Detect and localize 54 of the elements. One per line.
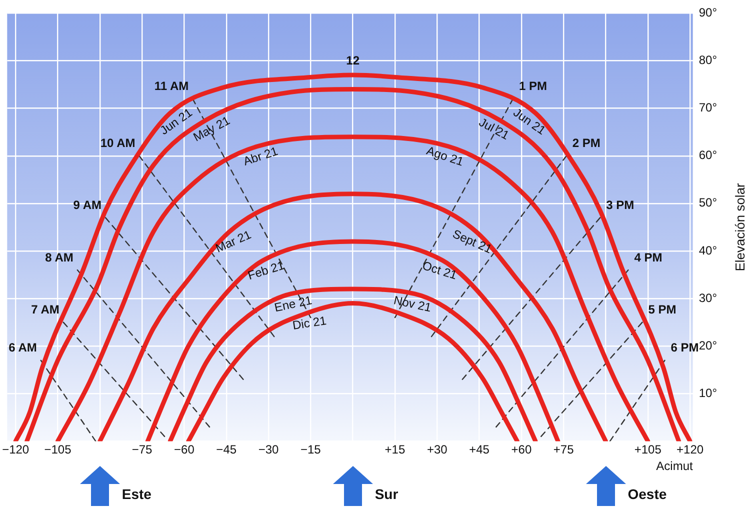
annotation: Feb 21 xyxy=(246,258,286,283)
x-tick-label: +105 xyxy=(634,442,662,457)
series-label: 6 PM xyxy=(670,340,699,355)
series-label: 9 AM xyxy=(73,198,102,212)
series-label: 7 AM xyxy=(31,302,60,317)
x-tick-label: −30 xyxy=(258,442,280,457)
annotation: Ago 21 xyxy=(424,143,466,169)
annotation: Jul 21 xyxy=(476,115,512,143)
annotation: 12 xyxy=(346,53,360,68)
series-label: 2 PM xyxy=(572,136,600,150)
series-label: 6 AM xyxy=(8,340,37,355)
x-tick-label: +30 xyxy=(426,442,448,457)
annotation: Dic 21 xyxy=(292,313,328,332)
annotation: Nov 21 xyxy=(392,293,433,315)
y-tick-label: 90° xyxy=(698,6,718,20)
x-tick-label: −45 xyxy=(216,442,237,457)
annotation: Mar 21 xyxy=(213,227,254,256)
series-label: 10 AM xyxy=(100,136,136,150)
x-tick-label: −15 xyxy=(300,442,322,457)
x-tick-label: −105 xyxy=(44,442,72,457)
annotation: May 21 xyxy=(190,113,232,144)
text: Sur xyxy=(374,486,399,502)
text: Este xyxy=(122,486,152,502)
text: Oeste xyxy=(628,486,667,502)
annotation: Jun 21 xyxy=(510,105,549,138)
series-label: 8 AM xyxy=(45,250,74,264)
x-tick-label: −120 xyxy=(2,442,30,457)
series-label: 3 PM xyxy=(606,198,634,212)
x-tick-label: −60 xyxy=(174,442,195,457)
x-tick-label: +75 xyxy=(553,442,574,457)
x-tick-label: +120 xyxy=(676,442,704,457)
annotation: Oct 21 xyxy=(420,258,459,282)
annotation: Ene 21 xyxy=(273,293,314,315)
y-tick-label: 70° xyxy=(698,100,718,115)
y-tick-label: 10° xyxy=(698,386,718,400)
x-tick-label: −75 xyxy=(132,442,153,457)
y-tick-label: 30° xyxy=(698,290,718,305)
annotation: Abr 21 xyxy=(242,144,280,168)
x-axis-title: Acimut xyxy=(656,459,694,474)
y-tick-label: 80° xyxy=(698,53,718,68)
series-label: 11 AM xyxy=(154,79,189,94)
x-tick-label: +60 xyxy=(511,442,532,457)
series-label: 1 PM xyxy=(519,79,548,94)
y-tick-label: 20° xyxy=(698,338,718,352)
series-label: 5 PM xyxy=(648,302,676,317)
y-tick-label: 60° xyxy=(698,148,718,162)
x-tick-label: +45 xyxy=(469,442,490,457)
y-tick-label: 50° xyxy=(698,196,718,210)
line-series xyxy=(168,286,538,442)
y-tick-label: 40° xyxy=(698,243,718,258)
annotation: Sept 21 xyxy=(450,226,494,256)
series-label: 4 PM xyxy=(634,250,662,264)
x-tick-label: +15 xyxy=(384,442,406,457)
y-axis-title: Elevación solar xyxy=(732,182,748,272)
